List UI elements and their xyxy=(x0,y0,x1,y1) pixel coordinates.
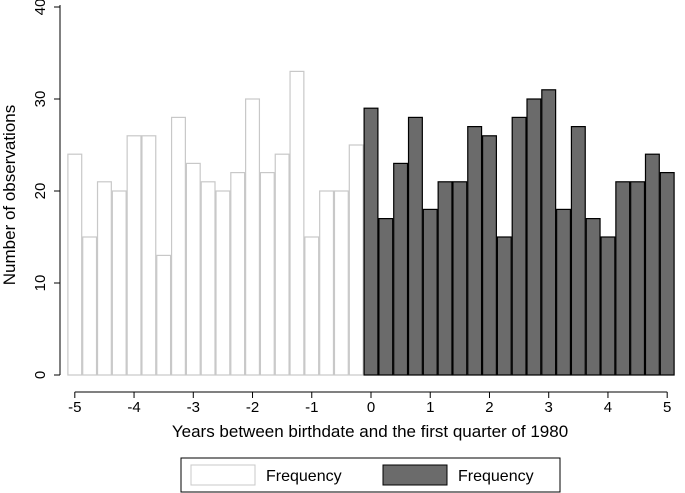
bar-series-1-16 xyxy=(304,236,320,376)
bar-series-1-12 xyxy=(245,98,261,376)
x-tick-label-9: 4 xyxy=(604,399,612,416)
x-tick-label-10: 5 xyxy=(663,399,671,416)
bar-series-2-2 xyxy=(393,162,409,376)
bar-series-1-0 xyxy=(67,153,83,376)
x-tick-label-3: -2 xyxy=(246,399,259,416)
bar-series-1-13 xyxy=(259,172,275,376)
y-tick-label-2: 20 xyxy=(32,183,49,200)
bar-series-2-12 xyxy=(541,89,557,376)
bar-series-1-7 xyxy=(170,116,186,376)
bar-series-2-16 xyxy=(600,236,616,376)
x-tick-label-4: -1 xyxy=(305,399,318,416)
bars-group xyxy=(67,70,675,376)
bar-series-1-10 xyxy=(215,190,231,376)
legend-label-series-2: Frequency xyxy=(458,468,534,485)
x-axis-title: Years between birthdate and the first qu… xyxy=(172,422,568,441)
bar-series-2-0 xyxy=(363,107,379,376)
y-tick-label-4: 40 xyxy=(32,0,49,15)
bar-series-2-14 xyxy=(570,125,586,376)
x-tick-label-7: 2 xyxy=(485,399,493,416)
bar-series-1-9 xyxy=(200,181,216,376)
bar-series-1-8 xyxy=(185,162,201,376)
x-tick-label-8: 3 xyxy=(545,399,553,416)
bar-series-1-1 xyxy=(82,236,98,376)
bar-series-2-17 xyxy=(615,181,631,376)
legend-box xyxy=(180,457,561,493)
bar-series-2-11 xyxy=(526,98,542,376)
bar-series-2-19 xyxy=(644,153,660,376)
bar-series-1-11 xyxy=(230,172,246,376)
bar-series-2-3 xyxy=(407,116,423,376)
bar-series-1-17 xyxy=(319,190,335,376)
bar-series-2-13 xyxy=(556,208,572,376)
bar-series-1-6 xyxy=(156,254,172,376)
bar-series-1-2 xyxy=(96,181,112,376)
bar-series-2-4 xyxy=(422,208,438,376)
bar-series-1-19 xyxy=(348,144,364,376)
x-tick-label-2: -3 xyxy=(187,399,200,416)
bar-series-1-18 xyxy=(333,190,349,376)
bar-series-1-15 xyxy=(289,70,305,376)
bar-series-2-9 xyxy=(496,236,512,376)
bar-series-2-8 xyxy=(481,135,497,376)
bar-series-1-4 xyxy=(126,135,142,376)
y-tick-label-1: 10 xyxy=(32,275,49,292)
bar-series-2-6 xyxy=(452,181,468,376)
y-axis-title: Number of observations xyxy=(0,105,19,285)
legend: Frequency Frequency xyxy=(180,457,561,493)
bar-series-2-1 xyxy=(378,218,394,376)
bar-series-1-5 xyxy=(141,135,157,376)
x-tick-label-5: 0 xyxy=(367,399,375,416)
bar-series-1-3 xyxy=(111,190,127,376)
ticks-group: -5 -4 -3 -2 -1 0 1 2 3 4 5 0 10 20 30 40 xyxy=(32,0,671,416)
legend-swatch-series-2 xyxy=(382,464,448,486)
x-tick-label-6: 1 xyxy=(426,399,434,416)
bar-series-2-20 xyxy=(659,172,675,376)
y-tick-label-0: 0 xyxy=(32,371,49,379)
bar-series-2-10 xyxy=(511,116,527,376)
bar-series-2-18 xyxy=(630,181,646,376)
bar-series-1-14 xyxy=(274,153,290,376)
y-tick-label-3: 30 xyxy=(32,91,49,108)
bar-series-2-7 xyxy=(467,125,483,376)
bar-series-2-15 xyxy=(585,218,601,376)
legend-swatch-series-1 xyxy=(190,464,256,486)
x-tick-label-1: -4 xyxy=(127,399,140,416)
bar-series-2-5 xyxy=(437,181,453,376)
legend-label-series-1: Frequency xyxy=(266,468,342,485)
x-tick-label-0: -5 xyxy=(68,399,81,416)
